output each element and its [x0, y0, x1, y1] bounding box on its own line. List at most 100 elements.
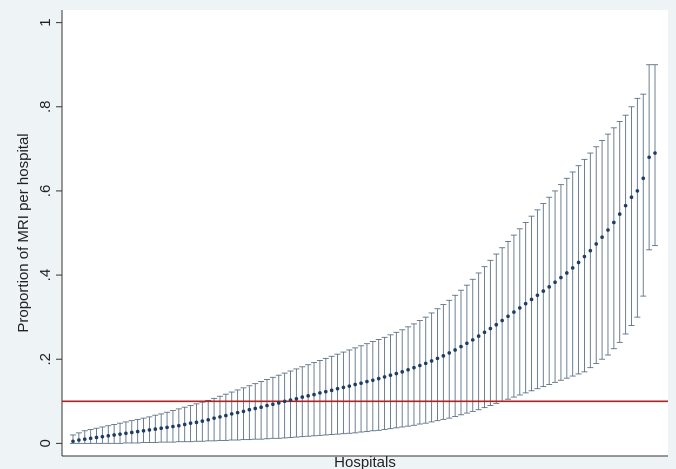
y-tick-label: 1 [37, 18, 54, 26]
point [200, 419, 205, 423]
point [512, 310, 516, 314]
y-tick-label: .8 [37, 101, 54, 114]
point [224, 413, 228, 418]
point [282, 399, 287, 404]
point [353, 382, 357, 387]
point [394, 371, 399, 376]
point [129, 430, 134, 435]
point [459, 344, 463, 349]
point [365, 379, 369, 384]
point [147, 428, 152, 432]
point [241, 409, 246, 414]
y-axis-title: Proportion of MRI per hospital [15, 133, 32, 332]
point [594, 242, 599, 246]
point [547, 285, 551, 289]
point [523, 301, 528, 306]
point [559, 275, 563, 280]
point [606, 228, 610, 232]
point [641, 176, 646, 181]
point [276, 401, 281, 405]
point [647, 155, 651, 160]
point [247, 407, 252, 412]
point [565, 271, 569, 275]
point [212, 416, 216, 420]
point [506, 314, 510, 319]
point [82, 437, 87, 441]
point [323, 389, 328, 394]
point [182, 422, 187, 427]
point [423, 361, 428, 366]
point [612, 220, 616, 225]
point [576, 260, 581, 265]
point [118, 432, 122, 436]
point [447, 351, 452, 355]
point [541, 289, 546, 293]
point [229, 412, 234, 416]
point [271, 402, 275, 407]
point [429, 359, 434, 363]
point [253, 406, 258, 411]
point [494, 322, 499, 327]
point [629, 195, 634, 200]
point [171, 424, 175, 429]
point [371, 378, 375, 383]
point [553, 280, 557, 285]
point [382, 375, 387, 379]
point [165, 425, 169, 430]
point [488, 326, 493, 331]
point [600, 235, 604, 240]
point [435, 356, 440, 361]
point [388, 373, 393, 378]
point [412, 365, 416, 370]
point [94, 435, 99, 440]
point [77, 438, 81, 442]
point [312, 392, 316, 397]
point [177, 423, 181, 428]
point [376, 376, 381, 381]
point [100, 434, 105, 439]
point [400, 370, 405, 374]
point [288, 398, 293, 402]
point [335, 386, 340, 391]
point [588, 248, 593, 253]
point [517, 306, 522, 310]
point [482, 330, 487, 335]
point [470, 338, 475, 342]
point [259, 405, 263, 409]
point [135, 429, 140, 434]
point [465, 341, 469, 346]
point [194, 420, 199, 425]
point [188, 421, 193, 425]
point [418, 363, 422, 368]
point [341, 385, 346, 390]
point [318, 391, 322, 395]
point [235, 410, 240, 415]
point [617, 212, 622, 216]
point [294, 396, 299, 401]
y-tick-label: .2 [37, 353, 54, 366]
point [476, 334, 481, 338]
point [653, 151, 657, 155]
point [441, 354, 446, 358]
point [71, 439, 75, 444]
y-tick-label: 0 [37, 439, 54, 447]
point [406, 367, 410, 372]
point [570, 266, 575, 270]
point [141, 428, 146, 433]
point [529, 297, 534, 302]
point [112, 433, 116, 437]
point [265, 403, 269, 408]
point [359, 381, 363, 386]
point [347, 384, 352, 388]
point [206, 418, 211, 422]
point [500, 318, 504, 323]
point [106, 434, 111, 438]
point [635, 189, 640, 193]
y-tick-label: .4 [37, 269, 54, 282]
point [306, 394, 310, 398]
point [159, 426, 163, 431]
x-axis-title: Hospitals [334, 454, 396, 469]
point [153, 427, 158, 431]
